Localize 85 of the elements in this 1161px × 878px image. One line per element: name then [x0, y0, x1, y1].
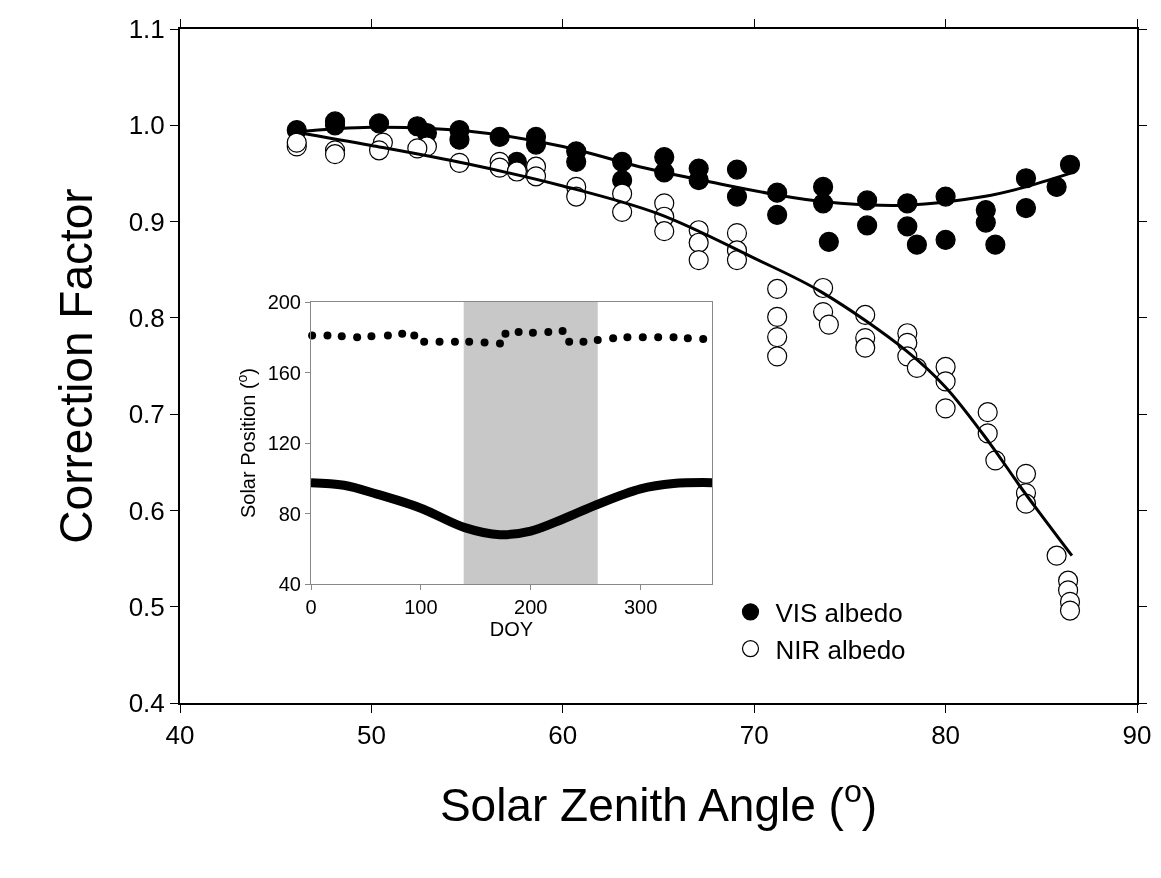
y-tick-label: 120: [267, 432, 301, 454]
point: [514, 327, 523, 336]
point: [1015, 463, 1037, 484]
x-tick-label: 0: [305, 596, 317, 618]
point: [699, 335, 708, 344]
point: [383, 331, 392, 340]
y-tick-label: 40: [278, 573, 301, 595]
point: [767, 306, 788, 327]
point: [323, 331, 332, 340]
point: [669, 333, 678, 342]
point: [935, 398, 956, 419]
x-tick-label: 70: [739, 720, 769, 751]
point: [435, 337, 444, 346]
x-tick-label: 80: [931, 720, 961, 751]
point: [450, 337, 459, 346]
point: [857, 215, 878, 236]
point: [767, 346, 788, 367]
point: [465, 337, 474, 346]
point: [767, 327, 788, 348]
point: [1059, 154, 1081, 175]
point: [683, 334, 692, 343]
point: [767, 278, 788, 300]
point: [985, 234, 1006, 255]
y-tick-label: 0.9: [128, 206, 165, 237]
point: [688, 232, 709, 253]
point: [558, 327, 567, 336]
point: [654, 333, 663, 342]
point: [977, 402, 998, 423]
y-axis-title: Correction Factor: [49, 188, 102, 544]
point: [726, 249, 748, 271]
point: [480, 338, 489, 347]
x-tick-label: 300: [623, 596, 658, 618]
point: [897, 216, 918, 237]
point: [1015, 197, 1037, 219]
y-tick-label: 0.6: [128, 495, 165, 526]
point: [818, 231, 839, 252]
point: [935, 229, 956, 250]
legend-label: NIR albedo: [775, 634, 906, 665]
x-axis-title: Solar Zenith Angle ($^{o}$): [439, 773, 878, 832]
y-tick-label: 1.0: [128, 110, 165, 141]
x-tick-label: 200: [514, 596, 548, 618]
point: [410, 331, 419, 340]
point: [623, 333, 632, 342]
point: [528, 328, 537, 337]
point: [398, 329, 407, 338]
point: [544, 327, 553, 336]
point: [565, 337, 574, 346]
point: [726, 159, 748, 180]
point: [688, 249, 709, 271]
y-tick-label: 0.4: [128, 688, 165, 719]
point: [654, 221, 675, 242]
point: [593, 335, 602, 344]
legend-label: VIS albedo: [775, 597, 903, 628]
point: [813, 176, 834, 197]
y-tick-label: 200: [267, 291, 301, 313]
point: [612, 201, 633, 223]
x-tick-label: 40: [165, 720, 195, 751]
point: [726, 186, 748, 207]
point: [495, 339, 504, 348]
y-tick-label: 0.7: [128, 399, 165, 430]
y-tick-label: 0.5: [128, 591, 165, 622]
point: [1046, 545, 1067, 566]
point: [609, 334, 618, 343]
point: [420, 337, 429, 346]
point: [353, 333, 362, 342]
point: [337, 332, 346, 341]
x-tick-label: 90: [1122, 720, 1152, 751]
point: [855, 337, 876, 358]
x-tick-label: 50: [356, 720, 386, 751]
point: [906, 234, 927, 255]
x-tick-label: 100: [404, 596, 438, 618]
point: [818, 314, 839, 335]
x-axis-title: DOY: [489, 618, 534, 640]
point: [367, 332, 376, 341]
point: [1059, 600, 1081, 621]
point: [1046, 176, 1067, 197]
y-tick-label: 80: [278, 502, 301, 525]
point: [767, 204, 788, 225]
point: [638, 333, 647, 342]
y-tick-label: 1.1: [128, 14, 165, 45]
y-tick-label: 160: [267, 361, 301, 384]
point: [501, 329, 510, 338]
point: [579, 337, 588, 346]
x-tick-label: 60: [548, 720, 578, 751]
y-tick-label: 0.8: [128, 302, 165, 333]
